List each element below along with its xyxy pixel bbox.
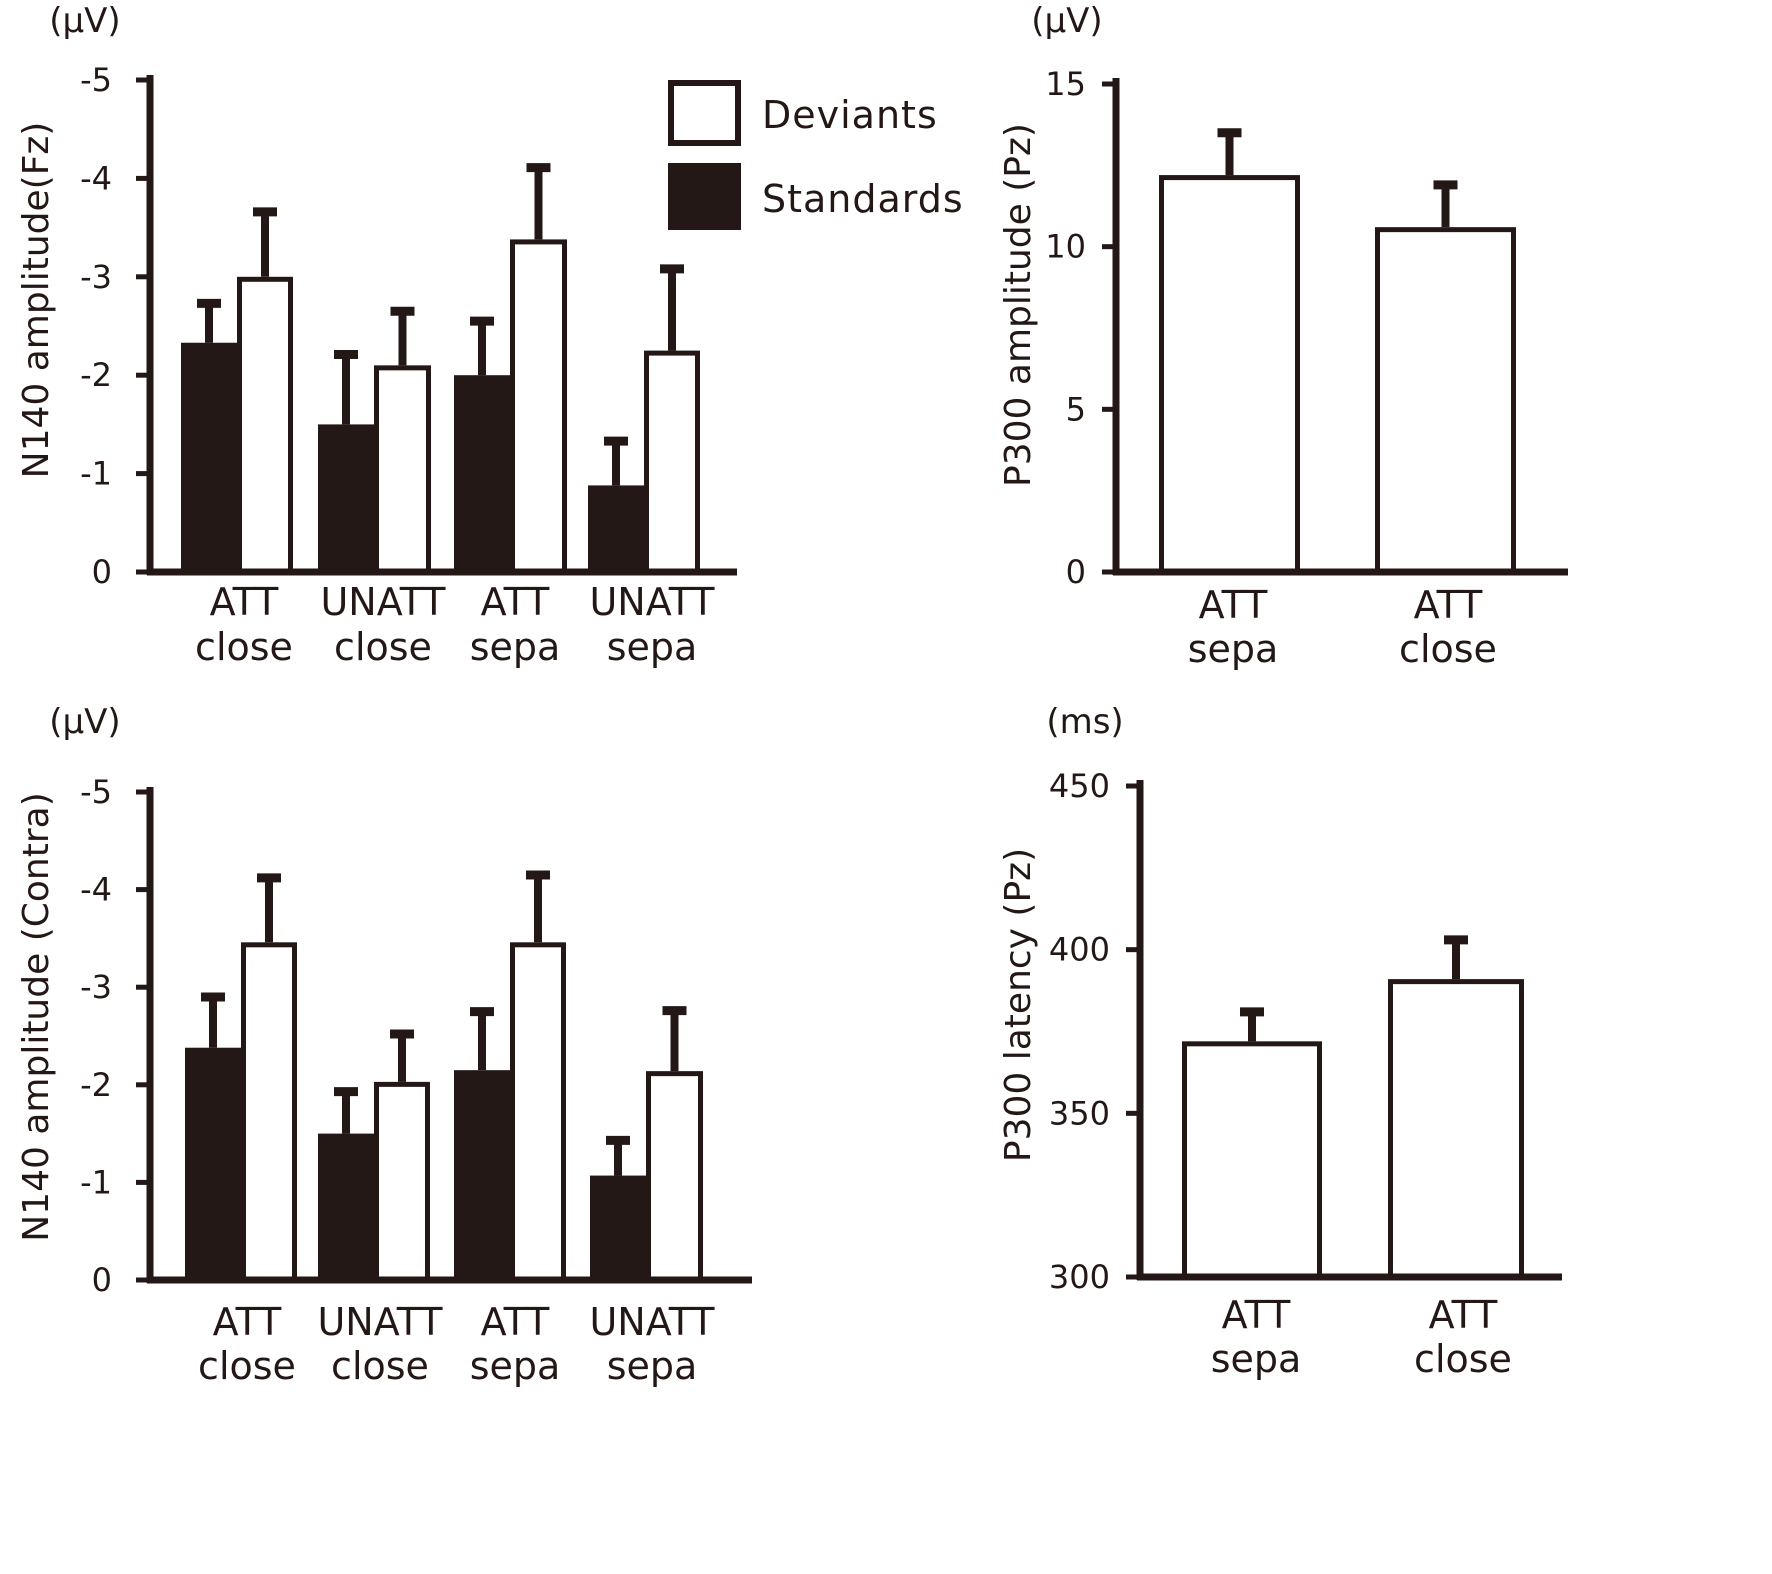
y-tick-label-p300-amp-1: 5 xyxy=(1066,390,1086,428)
y-tick-label-n140-contra-0: 0 xyxy=(92,1261,112,1299)
category-label-n140-contra-2-line2: sepa xyxy=(470,1344,561,1388)
legend-label-standards: Standards xyxy=(762,177,964,221)
panel-n140-contra: 0 -1 -2 -3 -4 -5 N140 amplitude (Contra) (μV) AT… xyxy=(16,702,752,1388)
y-tick-label-n140-fz-2: -2 xyxy=(80,356,112,394)
category-label-n140-fz-2-line2: sepa xyxy=(470,625,561,669)
category-label-p300-lat-0-line1: ATT xyxy=(1222,1293,1292,1337)
y-tick-label-p300-lat-3: 450 xyxy=(1049,767,1110,805)
bar-n140-fz-standards-1 xyxy=(318,424,374,572)
category-label-p300-amp-0-line1: ATT xyxy=(1199,583,1269,627)
category-label-n140-fz-0-line2: close xyxy=(195,625,293,669)
y-tick-label-n140-fz-5: -5 xyxy=(80,61,112,99)
y-tick-label-n140-fz-0: 0 xyxy=(92,553,112,591)
category-label-n140-fz-0-line1: ATT xyxy=(210,580,280,624)
unit-label-n140-contra: (μV) xyxy=(49,702,120,742)
bar-n140-fz-deviants-3 xyxy=(644,350,700,575)
y-tick-label-n140-contra-1: -1 xyxy=(80,1163,112,1201)
category-label-n140-fz-1-line1: UNATT xyxy=(320,580,446,624)
category-label-n140-contra-3-line2: sepa xyxy=(607,1344,698,1388)
bar-n140-contra-standards-2 xyxy=(454,1070,510,1280)
legend-swatch-standards xyxy=(668,163,741,230)
y-tick-label-p300-amp-3: 15 xyxy=(1045,65,1086,103)
category-label-n140-contra-3-line1: UNATT xyxy=(589,1300,715,1344)
y-tick-label-n140-contra-4: -4 xyxy=(80,871,112,909)
bar-n140-fz-deviants-2 xyxy=(510,239,567,575)
bar-n140-contra-deviants-2 xyxy=(510,942,566,1283)
bar-n140-fz-standards-2 xyxy=(454,375,510,572)
y-axis-label-n140-contra: N140 amplitude (Contra) xyxy=(16,792,57,1242)
category-label-n140-fz-1-line2: close xyxy=(334,625,432,669)
category-label-n140-contra-0-line2: close xyxy=(198,1344,296,1388)
category-label-n140-fz-3-line1: UNATT xyxy=(589,580,715,624)
bar-n140-fz-standards-0 xyxy=(181,342,237,572)
unit-label-n140-fz: (μV) xyxy=(49,1,120,41)
y-tick-label-n140-fz-4: -4 xyxy=(80,159,112,197)
y-tick-label-n140-fz-3: -3 xyxy=(80,258,112,296)
y-tick-label-p300-lat-1: 350 xyxy=(1049,1094,1110,1132)
bar-p300-amp-deviants-1 xyxy=(1375,227,1516,575)
y-tick-label-p300-lat-2: 400 xyxy=(1049,931,1110,969)
y-axis-label-p300-amp: P300 amplitude (Pz) xyxy=(998,123,1039,487)
legend: Deviants Standards xyxy=(668,80,964,230)
legend-label-deviants: Deviants xyxy=(762,93,938,137)
category-label-p300-lat-1-line2: close xyxy=(1414,1337,1512,1381)
category-label-n140-contra-2-line1: ATT xyxy=(481,1300,551,1344)
category-label-p300-lat-0-line2: sepa xyxy=(1211,1337,1302,1381)
category-label-n140-contra-1-line2: close xyxy=(331,1344,429,1388)
bar-n140-fz-deviants-0 xyxy=(237,276,293,575)
category-label-n140-fz-2-line1: ATT xyxy=(481,580,551,624)
bar-n140-contra-standards-3 xyxy=(590,1175,646,1280)
bar-n140-fz-standards-3 xyxy=(588,485,644,572)
y-tick-label-n140-contra-5: -5 xyxy=(80,773,112,811)
unit-label-p300-lat: (ms) xyxy=(1046,702,1123,742)
bar-n140-fz-deviants-1 xyxy=(374,365,431,575)
y-tick-label-p300-amp-2: 10 xyxy=(1045,228,1086,266)
category-label-p300-amp-1-line1: ATT xyxy=(1414,583,1484,627)
bar-n140-contra-standards-1 xyxy=(318,1133,374,1280)
y-tick-label-n140-fz-1: -1 xyxy=(80,455,112,493)
bar-p300-lat-deviants-1 xyxy=(1388,979,1524,1280)
y-axis-label-n140-fz: N140 amplitude(Fz) xyxy=(16,122,57,479)
bar-p300-lat-deviants-0 xyxy=(1182,1041,1322,1280)
y-tick-label-p300-amp-0: 0 xyxy=(1066,553,1086,591)
legend-swatch-deviants xyxy=(668,80,741,146)
category-label-n140-contra-1-line1: UNATT xyxy=(317,1300,443,1344)
category-label-p300-amp-1-line2: close xyxy=(1399,627,1497,671)
y-axis-label-p300-lat: P300 latency (Pz) xyxy=(998,848,1039,1162)
bar-p300-amp-deviants-0 xyxy=(1159,175,1300,575)
y-tick-label-n140-contra-2: -2 xyxy=(80,1066,112,1104)
y-tick-label-p300-lat-0: 300 xyxy=(1049,1258,1110,1296)
category-label-n140-fz-3-line2: sepa xyxy=(607,625,698,669)
bar-n140-contra-standards-0 xyxy=(185,1047,241,1280)
bar-n140-contra-deviants-0 xyxy=(241,942,297,1283)
bar-n140-contra-deviants-3 xyxy=(646,1071,703,1283)
category-label-p300-amp-0-line2: sepa xyxy=(1188,627,1279,671)
unit-label-p300-amp: (μV) xyxy=(1031,1,1102,41)
bar-n140-contra-deviants-1 xyxy=(374,1081,430,1283)
category-label-p300-lat-1-line1: ATT xyxy=(1429,1293,1499,1337)
y-tick-label-n140-contra-3: -3 xyxy=(80,968,112,1006)
category-label-n140-contra-0-line1: ATT xyxy=(213,1300,283,1344)
